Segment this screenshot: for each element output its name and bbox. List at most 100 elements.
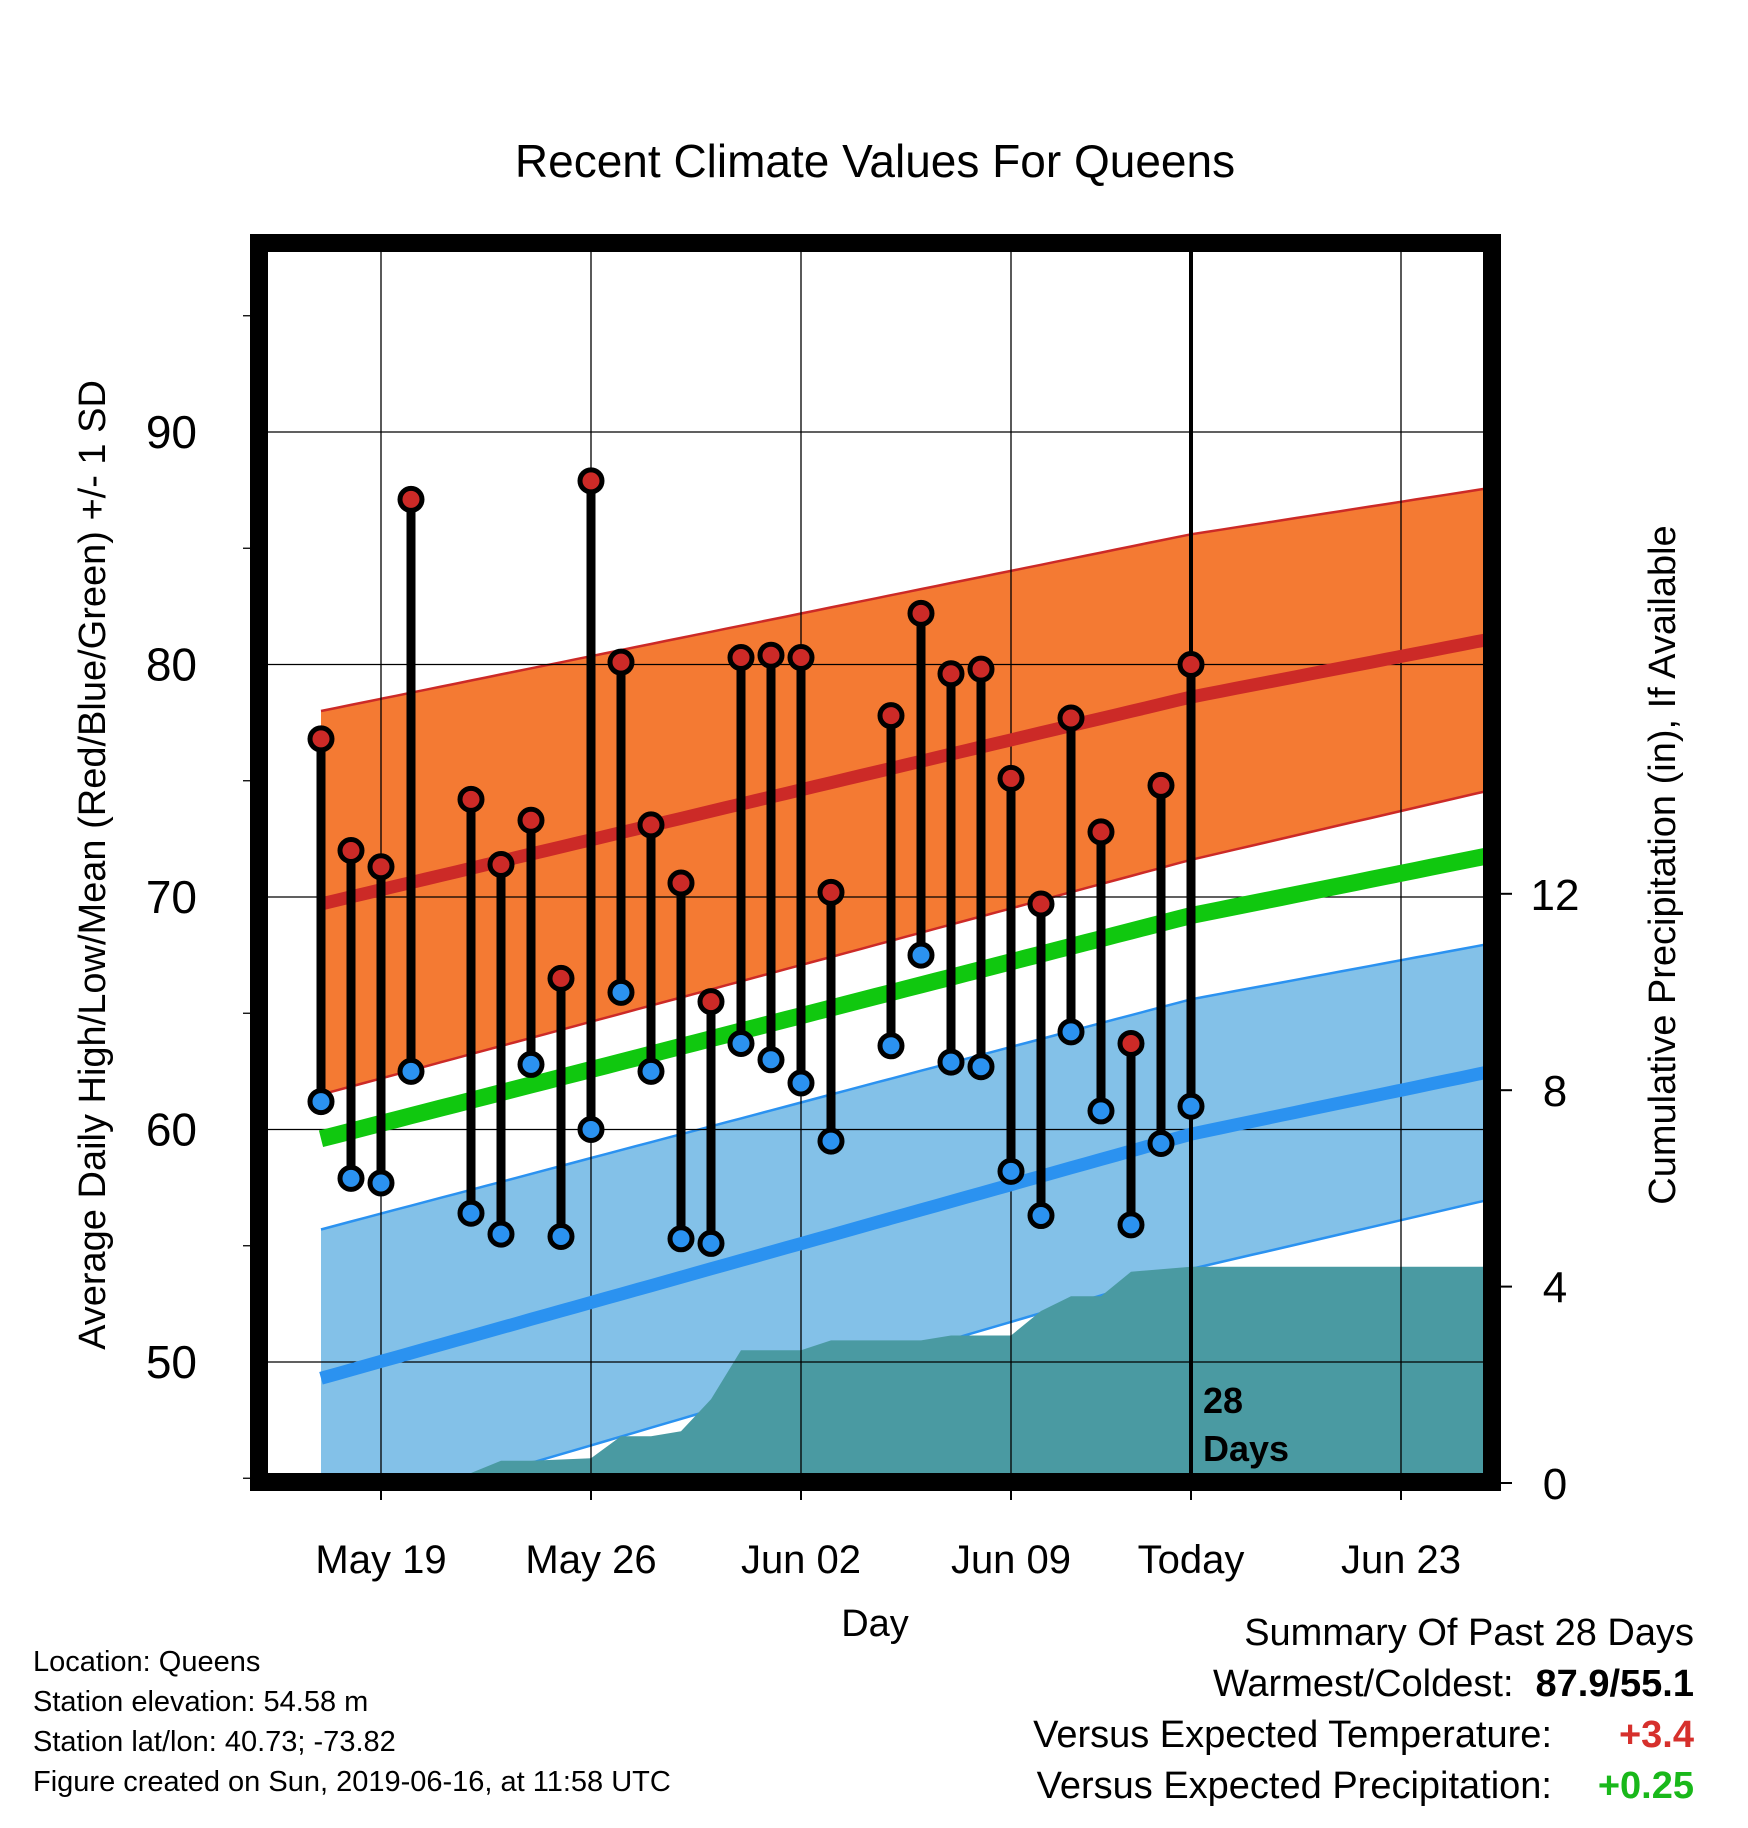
- observation-low-point: [607, 978, 635, 1006]
- y2-tick-label-12: 12: [1531, 871, 1580, 920]
- observation-13: [727, 644, 755, 1057]
- observation-low-point: [1057, 1018, 1085, 1046]
- observation-high-point: [997, 764, 1025, 792]
- observation-3: [397, 485, 425, 1085]
- observation-low-point: [547, 1222, 575, 1250]
- observation-20: [967, 655, 995, 1081]
- observation-high-point: [307, 725, 335, 753]
- station-info: Location: Queens Station elevation: 54.5…: [33, 1642, 671, 1802]
- summary-temperature: Versus Expected Temperature: +3.4: [1033, 1710, 1694, 1761]
- y-tick-label-70: 70: [146, 871, 197, 923]
- observation-low-point: [397, 1057, 425, 1085]
- observation-high-point: [487, 850, 515, 878]
- x-tick-label-1: May 26: [525, 1538, 656, 1582]
- plot-frame: [250, 234, 1501, 1491]
- observation-high-point: [757, 641, 785, 669]
- observation-0: [307, 725, 335, 1116]
- y-tick-label-50: 50: [146, 1336, 197, 1388]
- observation-9: [607, 648, 635, 1006]
- observation-high-point: [517, 806, 545, 834]
- observation-low-point: [727, 1029, 755, 1057]
- observation-low-point: [997, 1157, 1025, 1185]
- observation-low-point: [1117, 1211, 1145, 1239]
- observation-low-point: [1087, 1097, 1115, 1125]
- observation-low-point: [637, 1057, 665, 1085]
- observation-high-point: [577, 467, 605, 495]
- created-text: Figure created on Sun, 2019-06-16, at 11…: [33, 1766, 671, 1798]
- observation-4: [457, 785, 485, 1227]
- observation-low-point: [937, 1048, 965, 1076]
- chart-title: Recent Climate Values For Queens: [515, 135, 1235, 187]
- temp-anomaly-value: +3.4: [1618, 1714, 1694, 1756]
- temp-anomaly-label: Versus Expected Temperature:: [1033, 1714, 1552, 1756]
- location-text: Location: Queens: [33, 1646, 261, 1678]
- y-tick-label-60: 60: [146, 1104, 197, 1156]
- observation-24: [1087, 818, 1115, 1125]
- observation-15: [787, 644, 815, 1097]
- observation-17: [877, 702, 905, 1060]
- observation-low-point: [757, 1046, 785, 1074]
- observation-high-point: [907, 599, 935, 627]
- observation-14: [757, 641, 785, 1074]
- x-tick-label-0: May 19: [315, 1538, 446, 1582]
- summary-extremes: Warmest/Coldest: 87.9/55.1: [1033, 1659, 1694, 1710]
- observation-high-point: [937, 660, 965, 688]
- observation-high-point: [727, 644, 755, 672]
- normal-high-line: [319, 633, 1483, 911]
- observation-low-point: [877, 1032, 905, 1060]
- low-sd-band-upper-edge: [320, 943, 1483, 1231]
- observation-high-point: [817, 878, 845, 906]
- observation-high-point: [967, 655, 995, 683]
- observation-18: [907, 599, 935, 969]
- observation-high-point: [1177, 651, 1205, 678]
- observation-low-point: [697, 1229, 725, 1257]
- observation-low-point: [967, 1053, 995, 1081]
- observation-10: [637, 811, 665, 1085]
- observation-high-point: [397, 485, 425, 513]
- observation-low-point: [487, 1220, 515, 1248]
- observation-7: [547, 964, 575, 1250]
- x-tick-label-2: Jun 02: [741, 1538, 861, 1582]
- latlon-text: Station lat/lon: 40.73; -73.82: [33, 1726, 396, 1758]
- elevation-text: Station elevation: 54.58 m: [33, 1686, 369, 1718]
- y-axis-label: Average Daily High/Low/Mean (Red/Blue/Gr…: [72, 380, 114, 1350]
- y-tick-label-80: 80: [146, 639, 197, 691]
- observation-low-point: [1027, 1202, 1055, 1230]
- observation-high-point: [877, 702, 905, 730]
- plot-area: [268, 252, 1483, 1473]
- observation-2: [367, 853, 395, 1197]
- observation-low-point: [817, 1127, 845, 1155]
- x-axis-label: Day: [841, 1603, 909, 1645]
- high-sd-band-upper-edge: [320, 487, 1483, 713]
- observation-25: [1117, 1029, 1145, 1239]
- x-tick-label-5: Jun 23: [1341, 1538, 1461, 1582]
- observation-23: [1057, 704, 1085, 1046]
- observation-high-point: [547, 964, 575, 992]
- observation-26: [1147, 771, 1175, 1157]
- normal-mean-line: [318, 848, 1483, 1148]
- extremes-value: 87.9/55.1: [1535, 1663, 1694, 1705]
- observation-high-point: [607, 648, 635, 676]
- observation-high-point: [667, 869, 695, 897]
- observation-low-point: [1147, 1129, 1175, 1157]
- x-tick-label-4: Today: [1138, 1538, 1245, 1582]
- observation-low-point: [577, 1116, 605, 1143]
- precip-anomaly-value: +0.25: [1597, 1765, 1694, 1807]
- y2-tick-label-8: 8: [1543, 1067, 1567, 1116]
- cumulative-precip-area: [471, 1266, 1483, 1473]
- observation-low-point: [787, 1069, 815, 1097]
- precip-anomaly-label: Versus Expected Precipitation:: [1036, 1765, 1552, 1807]
- observation-high-point: [1087, 818, 1115, 846]
- observation-low-point: [307, 1088, 335, 1116]
- observation-1: [337, 837, 365, 1192]
- observation-high-point: [457, 785, 485, 813]
- observation-low-point: [337, 1164, 365, 1192]
- y2-tick-label-0: 0: [1543, 1460, 1567, 1509]
- observation-16: [817, 878, 845, 1155]
- observation-high-point: [787, 644, 815, 672]
- observation-low-point: [1177, 1092, 1205, 1120]
- observation-19: [937, 660, 965, 1076]
- observation-low-point: [517, 1050, 545, 1078]
- observation-low-point: [667, 1225, 695, 1253]
